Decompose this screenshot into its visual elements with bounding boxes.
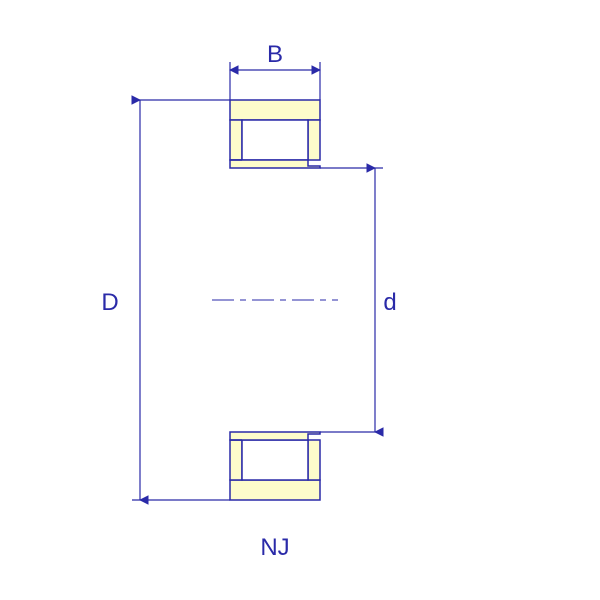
label-D: D <box>101 289 118 316</box>
type-label: NJ <box>260 534 289 561</box>
bearing-cross-section: D d B NJ <box>0 0 600 600</box>
label-d: d <box>383 289 396 316</box>
label-B: B <box>267 41 283 68</box>
